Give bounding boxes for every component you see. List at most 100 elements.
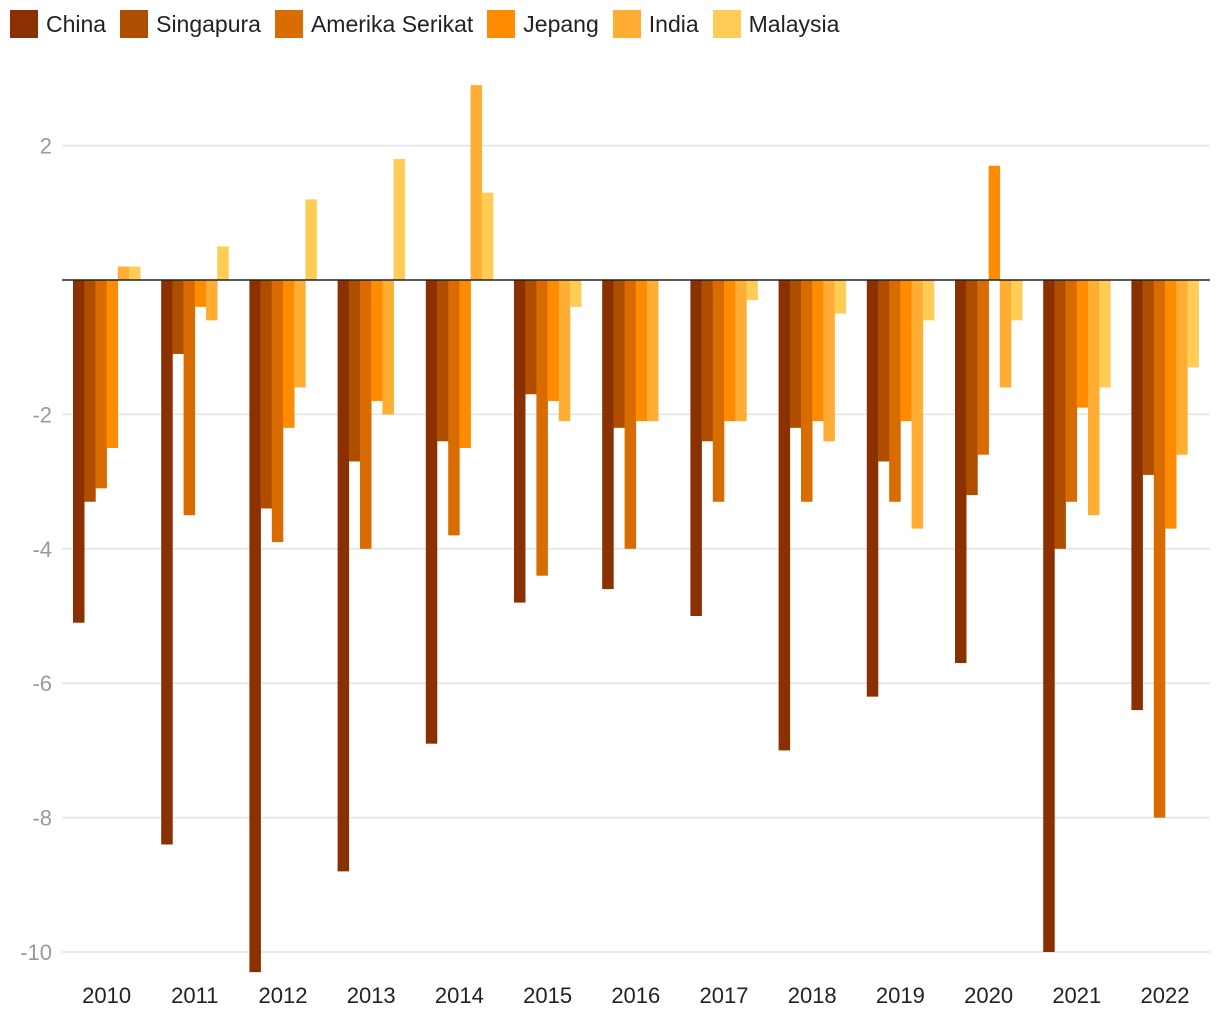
bar bbox=[525, 280, 537, 395]
bar bbox=[558, 280, 571, 422]
bar bbox=[470, 85, 483, 281]
bar bbox=[1099, 280, 1111, 388]
y-tick-label: -2 bbox=[32, 402, 52, 427]
bar bbox=[701, 280, 714, 442]
y-tick-label: -6 bbox=[32, 671, 52, 696]
bar bbox=[812, 280, 824, 422]
bar bbox=[129, 266, 141, 280]
bar bbox=[1165, 280, 1177, 529]
y-tick-label: -4 bbox=[32, 537, 52, 562]
bar bbox=[172, 280, 184, 354]
bar bbox=[547, 280, 560, 401]
x-tick-label: 2018 bbox=[788, 983, 837, 1008]
x-tick-label: 2019 bbox=[876, 983, 925, 1008]
bar bbox=[448, 280, 460, 536]
legend-swatch bbox=[120, 10, 149, 38]
bar bbox=[966, 280, 978, 496]
legend-item: Singapura bbox=[120, 10, 261, 38]
bar bbox=[1076, 280, 1089, 408]
legend-label: Jepang bbox=[523, 10, 599, 37]
bar bbox=[635, 280, 648, 422]
bar bbox=[206, 280, 218, 321]
bar bbox=[305, 199, 317, 280]
bar bbox=[878, 280, 890, 462]
bar bbox=[1131, 280, 1143, 711]
x-tick-label: 2014 bbox=[435, 983, 484, 1008]
bar bbox=[514, 280, 526, 603]
bar bbox=[724, 280, 736, 422]
bar bbox=[95, 280, 107, 489]
bar bbox=[647, 280, 659, 422]
bar bbox=[735, 280, 747, 422]
y-tick-label: -8 bbox=[32, 806, 52, 831]
legend-swatch bbox=[10, 10, 38, 38]
bar bbox=[360, 280, 372, 549]
bar bbox=[801, 280, 813, 502]
bar bbox=[1153, 280, 1166, 818]
bar bbox=[294, 280, 306, 388]
bar bbox=[536, 280, 548, 576]
bar bbox=[746, 280, 758, 301]
x-tick-label: 2020 bbox=[964, 983, 1013, 1008]
x-tick-label: 2016 bbox=[611, 983, 660, 1008]
legend-label: India bbox=[648, 10, 699, 37]
legend-swatch bbox=[274, 10, 303, 38]
bar bbox=[393, 159, 406, 280]
y-tick-label: 2 bbox=[40, 134, 52, 159]
bar bbox=[260, 280, 273, 509]
bar bbox=[459, 280, 471, 448]
bar bbox=[337, 280, 350, 872]
legend-label: Malaysia bbox=[748, 10, 840, 37]
bar bbox=[84, 280, 96, 502]
bar bbox=[481, 192, 494, 280]
legend-swatch bbox=[487, 10, 516, 38]
bar bbox=[1011, 280, 1023, 321]
legend-item: China bbox=[10, 10, 106, 38]
bar bbox=[570, 280, 582, 307]
x-tick-label: 2010 bbox=[82, 983, 131, 1008]
x-tick-label: 2012 bbox=[259, 983, 308, 1008]
bar bbox=[778, 280, 791, 751]
bar bbox=[823, 280, 835, 442]
bar bbox=[1043, 280, 1055, 952]
bar bbox=[117, 266, 130, 280]
bar bbox=[602, 280, 614, 590]
legend-item: India bbox=[612, 10, 699, 38]
bar bbox=[437, 280, 449, 442]
legend-item: Amerika Serikat bbox=[274, 10, 474, 38]
bar bbox=[889, 280, 901, 502]
bar bbox=[371, 280, 383, 401]
bar bbox=[789, 280, 802, 428]
legend-swatch bbox=[612, 10, 641, 38]
bar bbox=[955, 280, 967, 664]
legend-swatch bbox=[712, 10, 741, 38]
bar bbox=[271, 280, 284, 543]
bar bbox=[183, 280, 196, 516]
x-tick-label: 2015 bbox=[523, 983, 572, 1008]
legend-label: Amerika Serikat bbox=[310, 10, 474, 37]
bar bbox=[911, 280, 924, 529]
bar bbox=[283, 280, 295, 428]
bar bbox=[425, 280, 438, 744]
bar bbox=[217, 246, 229, 280]
bar bbox=[988, 165, 1001, 280]
bar bbox=[1065, 280, 1078, 502]
bar bbox=[834, 280, 847, 314]
bar bbox=[999, 280, 1012, 388]
bar bbox=[249, 280, 261, 973]
bar bbox=[382, 280, 394, 415]
bar bbox=[1088, 280, 1100, 516]
x-tick-label: 2017 bbox=[700, 983, 749, 1008]
x-tick-label: 2021 bbox=[1052, 983, 1101, 1008]
bar bbox=[690, 280, 702, 616]
y-tick-label: -10 bbox=[20, 940, 52, 965]
bar bbox=[161, 280, 173, 845]
bar bbox=[73, 280, 85, 623]
bar bbox=[1187, 280, 1199, 368]
bar bbox=[194, 280, 207, 307]
bar bbox=[900, 280, 912, 422]
bar bbox=[866, 280, 879, 697]
bar bbox=[348, 280, 361, 462]
bar bbox=[106, 280, 119, 448]
